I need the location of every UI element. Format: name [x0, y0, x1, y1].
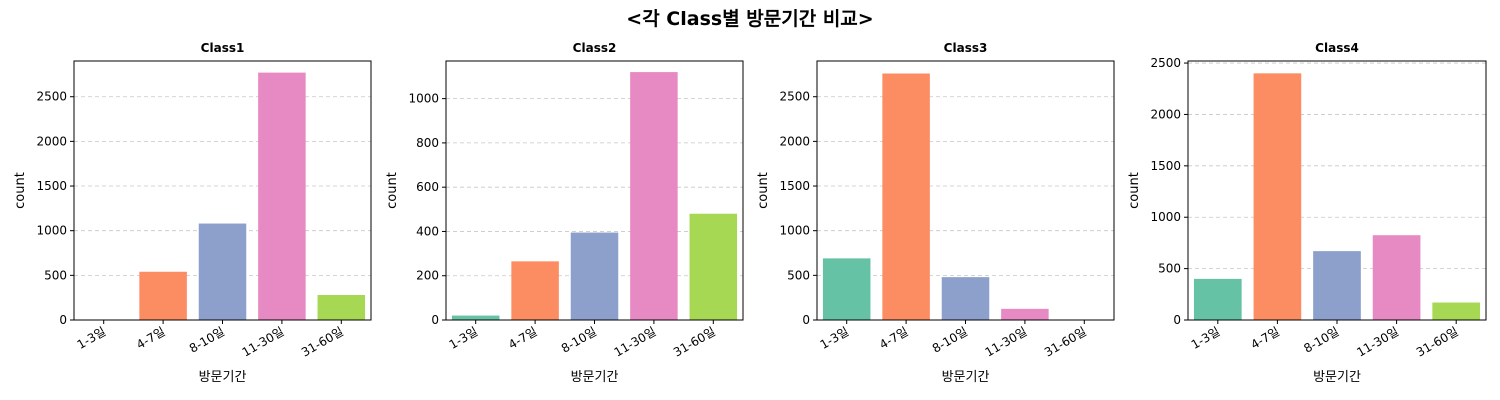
x-tick-label: 8-10일 — [187, 324, 227, 355]
bar-8-10일 — [941, 277, 990, 320]
x-tick-label: 4-7일 — [506, 324, 540, 351]
y-tick-label: 1000 — [408, 92, 439, 106]
x-tick-label: 1-3일 — [75, 324, 109, 351]
chart-panel-4: 0 500 1000 1500 2000 2500 1-3일 4-7일 8-10일 11-30일 3… — [1127, 41, 1487, 385]
bar-4-7일 — [139, 271, 187, 320]
y-axis-label: count — [1127, 172, 1142, 209]
x-tick-label: 31-60일 — [1042, 324, 1089, 359]
x-tick-label: 31-60일 — [1414, 324, 1461, 359]
y-tick-label: 0 — [802, 313, 810, 327]
bar-8-10일 — [198, 223, 247, 320]
x-tick-label: 4-7일 — [134, 324, 168, 351]
x-tick-label: 8-10일 — [1301, 324, 1341, 355]
x-tick-label: 11-30일 — [1354, 324, 1401, 359]
bar-11-30일 — [258, 72, 306, 320]
y-tick-label: 2000 — [1150, 107, 1181, 121]
y-tick-label: 0 — [431, 313, 439, 327]
bar-11-30일 — [1001, 308, 1049, 320]
y-tick-label: 500 — [44, 268, 67, 282]
bar-31-60일 — [1432, 302, 1481, 320]
x-tick-label: 1-3일 — [1189, 324, 1223, 351]
x-tick-label: 8-10일 — [559, 324, 599, 355]
y-tick-label: 1000 — [1150, 210, 1181, 224]
y-tick-label: 500 — [1158, 262, 1181, 276]
y-tick-label: 200 — [416, 269, 439, 283]
bar-4-7일 — [511, 261, 559, 320]
x-tick-label: 1-3일 — [447, 324, 481, 351]
y-tick-label: 600 — [416, 180, 439, 194]
x-tick-label: 4-7일 — [1248, 324, 1282, 351]
bar-11-30일 — [1372, 235, 1421, 320]
y-axis-label: count — [756, 172, 771, 209]
y-axis-label: count — [385, 172, 400, 209]
y-tick-label: 400 — [416, 224, 439, 238]
bar-8-10일 — [1313, 251, 1361, 320]
bar-11-30일 — [630, 72, 678, 320]
chart-panel-3: 0 500 1000 1500 2000 2500 1-3일 4-7일 8-10일 11-30일 3… — [756, 41, 1115, 385]
bar-1-3일 — [822, 258, 871, 320]
x-tick-label: 11-30일 — [983, 324, 1030, 359]
x-tick-label: 11-30일 — [240, 324, 287, 359]
bar-4-7일 — [882, 73, 930, 320]
y-tick-label: 2500 — [779, 90, 810, 104]
y-tick-label: 0 — [1173, 313, 1181, 327]
y-tick-label: 1000 — [36, 224, 67, 238]
x-tick-label: 1-3일 — [818, 324, 852, 351]
y-tick-label: 0 — [59, 313, 67, 327]
y-tick-label: 2000 — [779, 134, 810, 148]
figure-title: <각 Class별 방문기간 비교> — [626, 8, 874, 30]
y-tick-label: 800 — [416, 136, 439, 150]
x-tick-label: 11-30일 — [612, 324, 659, 359]
bar-8-10일 — [570, 232, 619, 320]
chart-panel-2: 0 200 400 600 800 1000 1-3일 4-7일 8-10일 11-30일 31-6… — [385, 41, 744, 385]
panel-title: Class1 — [201, 41, 245, 55]
x-axis-label: 방문기간 — [571, 370, 619, 385]
x-tick-label: 4-7일 — [877, 324, 911, 351]
bar-31-60일 — [689, 213, 738, 320]
panel-title: Class4 — [1315, 41, 1359, 55]
bar-31-60일 — [317, 294, 366, 320]
bar-1-3일 — [451, 315, 500, 320]
bar-1-3일 — [1193, 278, 1242, 320]
x-tick-label: 31-60일 — [299, 324, 346, 359]
bar-4-7일 — [1253, 73, 1302, 320]
chart-panel-1: 0 500 1000 1500 2000 2500 1-3일 4-7일 8-10일 11-30일 3… — [13, 41, 372, 385]
panel-title: Class3 — [944, 41, 988, 55]
y-axis-label: count — [13, 172, 28, 209]
panel-title: Class2 — [573, 41, 617, 55]
y-tick-label: 500 — [787, 268, 810, 282]
y-tick-label: 1500 — [36, 179, 67, 193]
x-tick-label: 8-10일 — [930, 324, 970, 355]
x-axis-label: 방문기간 — [199, 370, 247, 385]
y-tick-label: 2500 — [36, 90, 67, 104]
y-tick-label: 2000 — [36, 134, 67, 148]
y-tick-label: 1000 — [779, 224, 810, 238]
x-axis-label: 방문기간 — [1313, 370, 1361, 385]
x-axis-label: 방문기간 — [942, 370, 990, 385]
y-tick-label: 2500 — [1150, 56, 1181, 70]
x-tick-label: 31-60일 — [671, 324, 718, 359]
y-tick-label: 1500 — [1150, 159, 1181, 173]
y-tick-label: 1500 — [779, 179, 810, 193]
